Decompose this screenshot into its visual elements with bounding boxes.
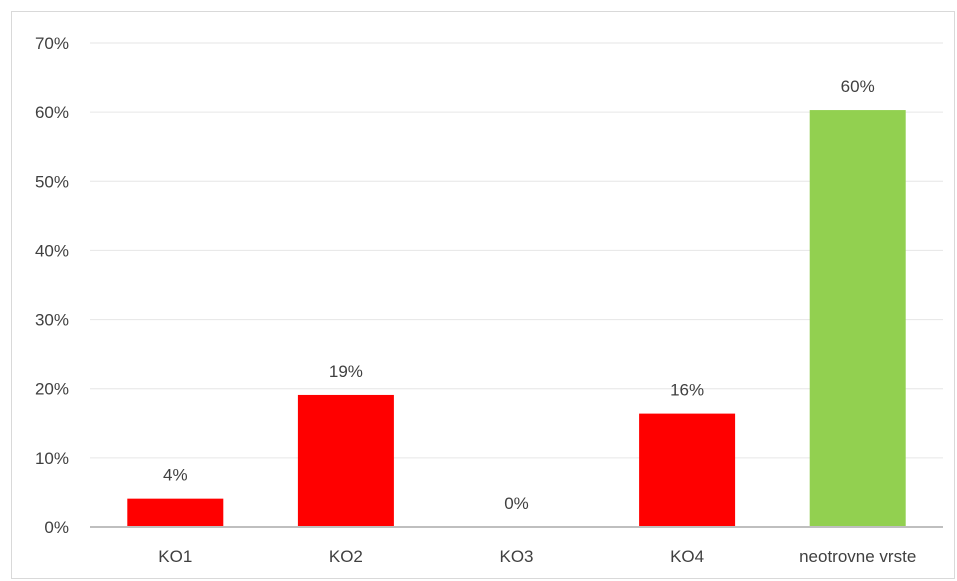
x-tick-label: KO1 xyxy=(158,547,192,566)
y-tick-label: 0% xyxy=(44,518,69,537)
y-tick-label: 50% xyxy=(35,172,69,191)
y-tick-label: 30% xyxy=(35,311,69,330)
x-axis-tick-labels: KO1 KO2 KO3 KO4 neotrovne vrste xyxy=(158,547,916,566)
bar-ko4 xyxy=(639,413,736,527)
y-tick-label: 20% xyxy=(35,380,69,399)
bars xyxy=(127,110,906,527)
data-label: 4% xyxy=(163,466,188,485)
data-label: 19% xyxy=(329,362,363,381)
bar-ko1 xyxy=(127,498,224,527)
chart-frame xyxy=(11,11,955,579)
x-tick-label: neotrovne vrste xyxy=(799,547,916,566)
data-labels: 4% 19% 0% 16% 60% xyxy=(163,77,875,513)
y-axis-tick-labels: 0% 10% 20% 30% 40% 50% 60% 70% xyxy=(35,34,69,537)
y-tick-label: 40% xyxy=(35,241,69,260)
data-label: 60% xyxy=(841,77,875,96)
x-tick-label: KO2 xyxy=(329,547,363,566)
data-label: 0% xyxy=(504,494,529,513)
x-tick-label: KO4 xyxy=(670,547,704,566)
x-tick-label: KO3 xyxy=(499,547,533,566)
bar-ko2 xyxy=(297,394,394,527)
y-tick-label: 10% xyxy=(35,449,69,468)
y-tick-label: 70% xyxy=(35,34,69,53)
bar-neotrovne-vrste xyxy=(809,110,906,527)
data-label: 16% xyxy=(670,381,704,400)
gridlines xyxy=(90,42,943,459)
y-tick-label: 60% xyxy=(35,103,69,122)
